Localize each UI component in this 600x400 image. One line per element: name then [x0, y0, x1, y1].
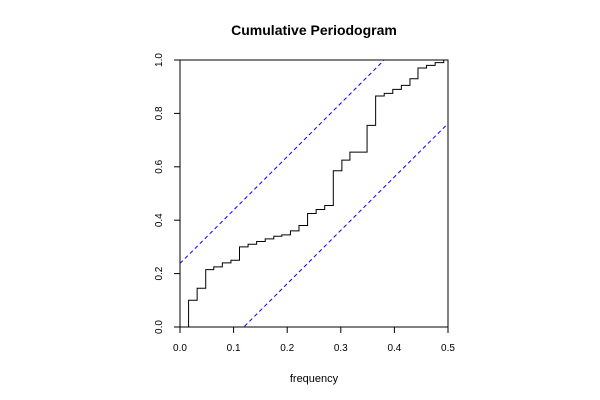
y-tick-label: 0.2 [154, 266, 165, 280]
x-tick-label: 0.3 [334, 343, 348, 354]
cumulative-periodogram-line [180, 60, 448, 327]
series-layer [180, 60, 448, 327]
x-tick-label: 0.0 [173, 343, 187, 354]
y-tick-label: 0.6 [154, 159, 165, 173]
confidence-band-line [180, 60, 385, 264]
plot-frame [179, 59, 449, 328]
confidence-band-line [243, 123, 448, 327]
x-tick-label: 0.1 [227, 343, 241, 354]
y-tick-label: 1.0 [154, 53, 165, 67]
x-tick-label: 0.5 [441, 343, 455, 354]
x-axis: 0.0 0.1 0.2 0.3 0.4 0.5 [173, 327, 455, 354]
y-tick-label: 0.4 [154, 213, 165, 227]
x-tick-label: 0.2 [280, 343, 294, 354]
y-tick-label: 0.8 [154, 106, 165, 120]
x-axis-label: frequency [290, 373, 339, 385]
y-tick-label: 0.0 [154, 320, 165, 334]
y-axis: 0.0 0.2 0.4 0.6 0.8 1.0 [154, 53, 180, 334]
chart-title: Cumulative Periodogram [231, 22, 397, 38]
x-tick-label: 0.4 [387, 343, 401, 354]
